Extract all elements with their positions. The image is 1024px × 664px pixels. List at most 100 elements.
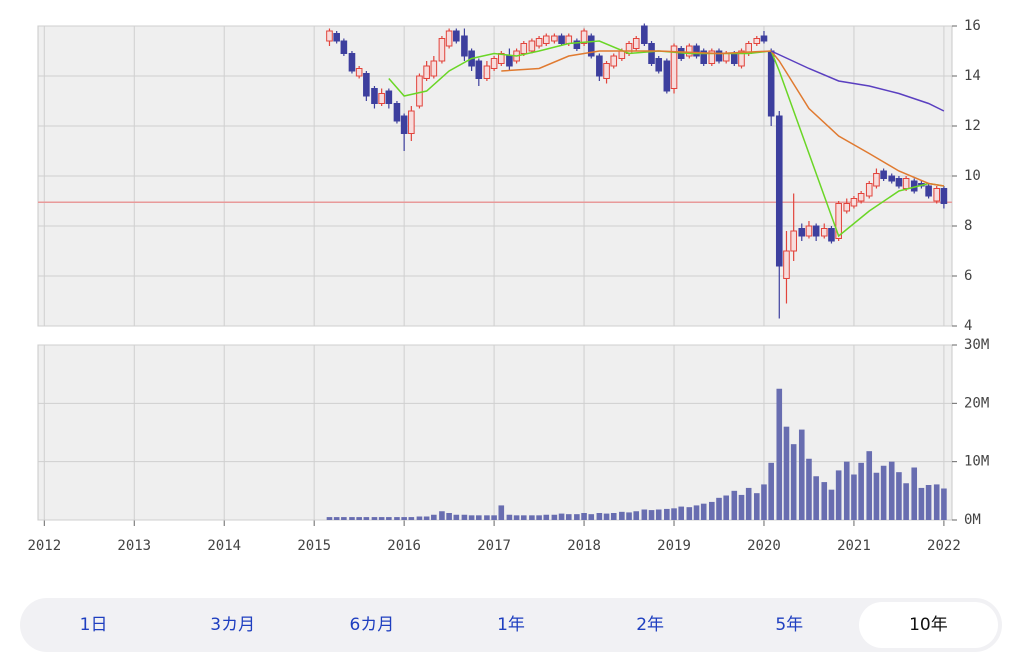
candle-body xyxy=(888,175,896,182)
range-button[interactable]: 1日 xyxy=(79,615,108,635)
volume-bar xyxy=(446,513,452,520)
candle-body xyxy=(933,188,941,202)
volume-bar xyxy=(851,474,857,520)
candle-body xyxy=(551,35,558,42)
chart: 4 6 8 10 12 14 16 2012 2013 2014 2015 2016 2017 2018 2… xyxy=(27,18,989,554)
volume-bar xyxy=(453,514,460,520)
candle-body xyxy=(902,178,910,189)
volume-bar xyxy=(731,490,738,520)
range-button[interactable]: 5年 xyxy=(775,615,804,635)
x-tick-label: 2012 xyxy=(27,538,61,554)
candle-body xyxy=(528,40,536,52)
volume-bar xyxy=(401,517,407,520)
candle-body xyxy=(670,45,678,89)
y-tick-label: 4 xyxy=(964,318,972,334)
candle-body xyxy=(850,198,858,207)
volume-bar xyxy=(484,515,490,520)
y-tick-label: 16 xyxy=(964,18,981,34)
candle-body xyxy=(738,50,745,67)
volume-bar xyxy=(468,515,475,520)
candle-body xyxy=(348,53,356,72)
volume-bar xyxy=(416,516,423,520)
volume-bar xyxy=(686,507,693,520)
candle-body xyxy=(730,53,738,64)
volume-bar xyxy=(551,514,558,520)
volume-bar xyxy=(925,485,932,520)
volume-bar xyxy=(745,487,752,520)
volume-bar xyxy=(806,458,812,520)
range-button[interactable]: 2年 xyxy=(636,615,665,635)
volume-bar xyxy=(378,517,385,520)
volume-bar xyxy=(603,513,610,520)
candle-body xyxy=(865,183,873,197)
candle-body xyxy=(423,65,430,79)
y-tick-label: 20M xyxy=(964,395,989,411)
y-tick-label: 12 xyxy=(964,118,981,134)
candle-body xyxy=(416,75,423,107)
moving-average xyxy=(770,50,945,112)
candle-body xyxy=(535,38,543,47)
candle-body xyxy=(542,35,550,44)
volume-bar xyxy=(626,512,632,520)
volume-bar xyxy=(423,516,430,520)
candle-body xyxy=(385,90,393,104)
candle-body xyxy=(686,45,693,57)
range-button[interactable]: 3カ月 xyxy=(210,615,256,635)
candle-body xyxy=(408,110,415,134)
candle-body xyxy=(715,50,723,62)
x-tick-label: 2019 xyxy=(657,538,691,554)
volume-bar xyxy=(896,472,902,520)
volume-bar xyxy=(349,517,355,520)
candle-body xyxy=(430,60,438,77)
x-tick-label: 2014 xyxy=(207,538,241,554)
volume-bar xyxy=(716,497,722,520)
volume-bar xyxy=(491,515,497,520)
volume-bar xyxy=(790,444,797,520)
volume-bar xyxy=(738,494,745,520)
volume-bar xyxy=(610,513,617,520)
volume-bar xyxy=(835,470,842,520)
x-tick-label: 2013 xyxy=(117,538,151,554)
candle-body xyxy=(790,230,797,252)
x-tick-label: 2018 xyxy=(567,538,601,554)
volume-bar xyxy=(619,511,625,520)
volume-bar xyxy=(386,517,392,520)
y-tick-label: 6 xyxy=(964,268,972,284)
candle-body xyxy=(587,35,595,57)
candle-body xyxy=(700,50,708,64)
range-button[interactable]: 6カ月 xyxy=(349,615,395,635)
candle-body xyxy=(438,38,446,62)
volume-bar xyxy=(693,505,700,520)
volume-bar xyxy=(326,517,333,520)
candle-body xyxy=(873,173,880,187)
volume-bar xyxy=(408,517,415,520)
candle-body xyxy=(363,73,370,97)
range-button[interactable]: 10年 xyxy=(858,602,998,648)
candle-body xyxy=(767,50,775,117)
volume-bar xyxy=(574,514,580,520)
volume-bar xyxy=(880,465,887,520)
volume-bar xyxy=(333,517,340,520)
candle-body xyxy=(618,50,626,59)
x-tick-label: 2016 xyxy=(387,538,421,554)
volume-bar xyxy=(506,514,513,520)
volume-bar xyxy=(858,462,864,520)
volume-bar xyxy=(813,476,819,520)
volume-bar xyxy=(341,517,347,520)
candle-body xyxy=(753,38,761,44)
candle-body xyxy=(648,43,655,64)
candle-body xyxy=(632,38,640,49)
volume-bar xyxy=(866,451,873,520)
volume-bar xyxy=(709,501,715,520)
candle-body xyxy=(333,33,340,42)
volume-bar xyxy=(700,503,707,520)
candle-body xyxy=(835,203,842,239)
candle-body xyxy=(355,68,363,77)
candle-body xyxy=(490,58,498,69)
volume-bar xyxy=(513,515,520,520)
volume-bar xyxy=(768,462,774,520)
range-button[interactable]: 1年 xyxy=(497,615,525,635)
candle-body xyxy=(565,35,573,44)
volume-bar xyxy=(461,514,468,520)
volume-bar xyxy=(588,514,595,520)
